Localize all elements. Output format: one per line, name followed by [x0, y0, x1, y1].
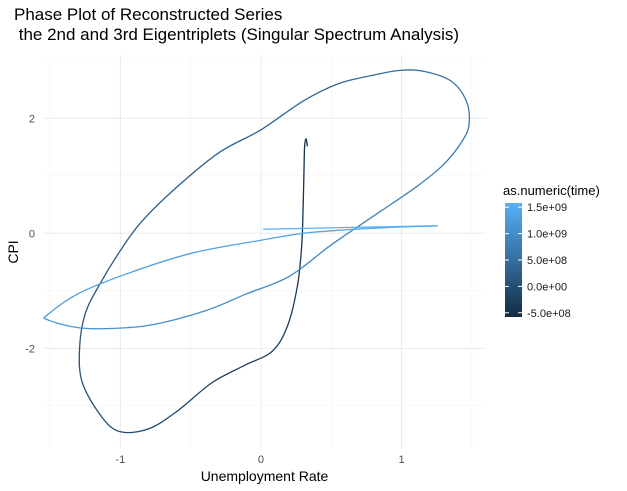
y-tick-label: 2: [29, 113, 35, 125]
series-segment: [98, 249, 121, 286]
series-segment: [305, 138, 309, 147]
legend-title: as.numeric(time): [503, 183, 600, 198]
series-segment: [140, 186, 178, 223]
series-segment: [465, 100, 471, 125]
series-segment: [46, 293, 79, 316]
legend-ticks: 1.5e+09 1.0e+09 5.0e+08 0.0e+00 -5.0e+08: [505, 202, 571, 320]
series-path: [43, 69, 471, 434]
y-tick-label: -2: [25, 343, 35, 355]
series-segment: [77, 272, 129, 295]
series-segment: [84, 284, 100, 315]
series-segment: [422, 70, 452, 82]
series-segment: [302, 83, 339, 102]
series-segment: [81, 382, 103, 419]
series-segment: [303, 146, 306, 177]
series-segment: [260, 232, 304, 241]
minor-gridlines: [43, 55, 486, 449]
series-segment: [119, 428, 150, 434]
series-segment: [101, 416, 121, 433]
legend-label: 1.5e+09: [527, 202, 567, 214]
series-segment: [302, 229, 347, 234]
x-tick-labels: -1 0 1: [115, 454, 404, 466]
series-segment: [260, 100, 304, 131]
series-segment: [263, 225, 434, 230]
legend-colorbar: [505, 203, 522, 317]
y-axis-label: CPI: [5, 240, 21, 263]
legend-label: 5.0e+08: [527, 255, 567, 267]
y-tick-labels: -2 0 2: [25, 113, 35, 355]
series-segment: [450, 80, 467, 102]
series-segment: [296, 244, 303, 286]
series-segment: [218, 129, 262, 154]
series-segment: [70, 325, 100, 330]
series-segment: [246, 275, 290, 295]
series-segment: [119, 221, 143, 252]
major-gridlines: [43, 55, 486, 449]
series-segment: [330, 215, 375, 246]
series-segment: [175, 382, 213, 413]
series-segment: [78, 347, 84, 384]
legend-label: 1.0e+09: [527, 229, 567, 241]
series-segment: [190, 239, 262, 255]
x-tick-label: 1: [399, 454, 405, 466]
series-segment: [398, 69, 424, 72]
series-segment: [147, 410, 178, 430]
x-axis-label: Unemployment Rate: [201, 468, 329, 484]
series-segment: [337, 74, 375, 85]
series-segment: [372, 69, 400, 76]
series-segment: [204, 293, 248, 312]
legend-label: -5.0e+08: [527, 308, 571, 320]
series-segment: [344, 226, 389, 231]
series-segment: [303, 138, 307, 148]
x-tick-label: 0: [258, 454, 264, 466]
series-segment: [288, 244, 332, 278]
series-segment: [211, 364, 245, 384]
series-segment: [78, 313, 86, 349]
chart-title: Phase Plot of Reconstructed Series the 2…: [14, 5, 460, 44]
series-segment: [287, 284, 299, 326]
series-segment: [98, 324, 150, 330]
series-segment: [147, 310, 206, 326]
y-tick-label: 0: [29, 228, 35, 240]
legend-label: 0.0e+00: [527, 281, 567, 293]
series-segment: [271, 324, 289, 352]
legend: as.numeric(time) 1.5e+09 1.0e+09 5.0e+08 0.…: [503, 183, 600, 320]
series-segment: [443, 140, 463, 165]
series-segment: [43, 314, 48, 321]
series-segment: [302, 175, 305, 206]
series-segment: [243, 350, 273, 367]
series-segment: [175, 152, 220, 188]
series-segment: [415, 163, 445, 188]
series-segment: [372, 186, 417, 217]
series-segment: [126, 252, 192, 275]
series-segment: [46, 318, 72, 328]
series-segment: [461, 123, 470, 142]
x-tick-label: -1: [115, 454, 125, 466]
series-segment: [301, 203, 304, 246]
